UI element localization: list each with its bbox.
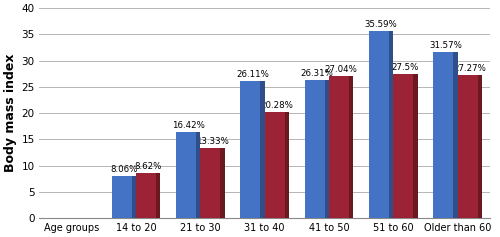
Text: 31.57%: 31.57%	[429, 41, 462, 50]
Bar	[389, 31, 394, 218]
Y-axis label: Body mass index: Body mass index	[4, 54, 17, 172]
Bar	[414, 74, 418, 218]
Bar	[200, 148, 224, 218]
Bar	[260, 81, 264, 218]
Text: 13.33%: 13.33%	[196, 137, 229, 146]
Bar	[220, 148, 224, 218]
Bar	[112, 176, 136, 218]
Bar	[329, 76, 353, 218]
Bar	[264, 112, 289, 218]
Text: 26.11%: 26.11%	[236, 70, 269, 79]
Bar	[156, 173, 160, 218]
Bar	[132, 176, 136, 218]
Bar	[136, 173, 160, 218]
Bar	[458, 75, 482, 218]
Bar	[369, 31, 394, 218]
Text: 20.28%: 20.28%	[260, 100, 294, 109]
Bar	[433, 52, 458, 218]
Bar	[304, 80, 329, 218]
Text: 27.5%: 27.5%	[392, 63, 419, 72]
Text: 16.42%: 16.42%	[172, 121, 204, 130]
Bar	[394, 74, 418, 218]
Bar	[284, 112, 289, 218]
Text: 35.59%: 35.59%	[364, 20, 398, 29]
Bar	[324, 80, 329, 218]
Text: 8.62%: 8.62%	[134, 162, 162, 171]
Text: 27.27%: 27.27%	[454, 64, 486, 73]
Text: 27.04%: 27.04%	[325, 65, 358, 74]
Bar	[176, 132, 201, 218]
Bar	[478, 75, 482, 218]
Text: 26.31%: 26.31%	[300, 69, 333, 78]
Bar	[349, 76, 354, 218]
Bar	[196, 132, 200, 218]
Bar	[240, 81, 264, 218]
Text: 8.06%: 8.06%	[110, 165, 138, 173]
Bar	[454, 52, 458, 218]
